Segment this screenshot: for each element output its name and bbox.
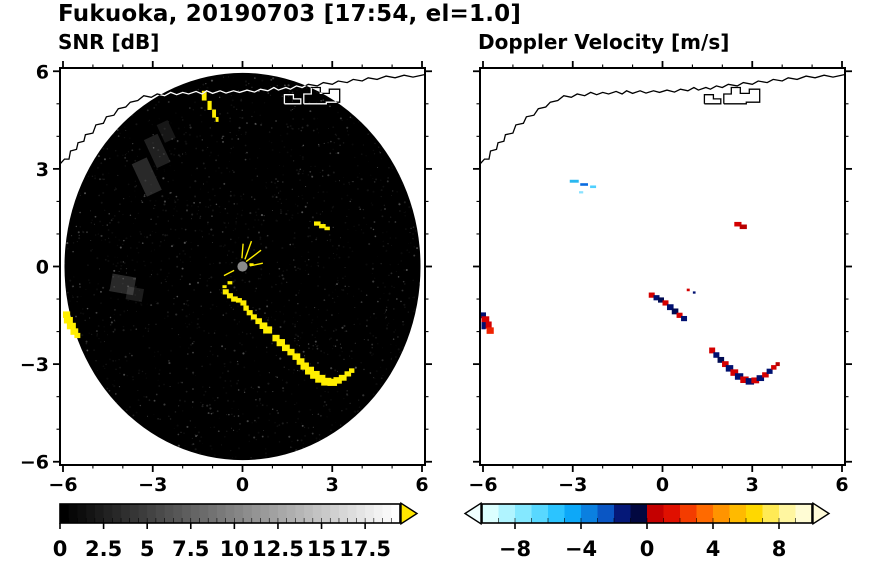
colorbar-tick-label: 2.5 (85, 537, 122, 561)
colorbar-arrow-left (463, 501, 482, 526)
radar-center-dot (237, 261, 248, 272)
colorbar-tick-label: 15 (307, 537, 336, 561)
x-tick-label: 6 (415, 474, 428, 496)
snr-colorbar: 0 2.5 5 7.5 10 12.5 15 17.5 (53, 501, 419, 561)
noise-speckle (63, 75, 421, 459)
y-tick-label: 6 (36, 61, 49, 83)
colorbar-tick-label: 17.5 (339, 537, 391, 561)
y-tick-label: 0 (36, 257, 49, 279)
echo-cells (480, 179, 780, 385)
colorbar-labels: 0 2.5 5 7.5 10 12.5 15 17.5 (53, 523, 391, 561)
clutter-patches (109, 120, 176, 302)
colorbar-segments (482, 504, 813, 523)
coastline (479, 73, 846, 165)
velocity-panel-title: Doppler Velocity [m/s] (478, 30, 730, 54)
colorbar-tick-label: 0 (53, 537, 68, 561)
x-tick-label: 6 (835, 474, 848, 496)
colorbar-tick-label: 5 (140, 537, 155, 561)
x-tick-label: 0 (656, 474, 669, 496)
colorbar-tick-label: 0 (640, 537, 655, 561)
colorbar-tick-label: −4 (565, 537, 597, 561)
x-tick-label: 0 (236, 474, 249, 496)
colorbar-segments (60, 504, 401, 523)
radial-spokes (223, 240, 263, 277)
plot-bg (480, 68, 845, 465)
segment-ticks (68, 518, 392, 523)
x-tick-label: −6 (48, 474, 77, 496)
axis-labels: −6 −3 0 3 6 −6 −3 0 3 6 (20, 61, 429, 496)
x-tick-label: 3 (326, 474, 339, 496)
colorbar-arrow-right (400, 501, 419, 526)
colorbar-frame (59, 503, 401, 524)
axis-labels: −6 −3 0 3 6 (468, 474, 848, 496)
velocity-colorbar: −8 −4 0 4 8 (463, 501, 831, 561)
colorbar-tick-label: 12.5 (252, 537, 304, 561)
snr-panel-title: SNR [dB] (58, 30, 160, 54)
x-tick-label: 3 (746, 474, 759, 496)
x-tick-label: −3 (558, 474, 587, 496)
snr-plot: −6 −3 0 3 6 −6 −3 0 3 6 (20, 61, 432, 496)
y-tick-label: −6 (20, 452, 49, 474)
colorbar-tick-label: 4 (706, 537, 721, 561)
colorbar-arrow-right (812, 501, 831, 526)
colorbar-tick-label: 8 (772, 537, 787, 561)
segment-ticks (498, 518, 796, 523)
colorbar-labels: −8 −4 0 4 8 (499, 523, 786, 561)
colorbar-tick-label: −8 (499, 537, 531, 561)
x-tick-label: −6 (468, 474, 497, 496)
axis-ticks (473, 61, 852, 472)
axis-ticks (53, 61, 432, 472)
figure-title: Fukuoka, 20190703 [17:54, el=1.0] (58, 1, 522, 27)
y-tick-label: −3 (20, 354, 49, 376)
y-tick-label: 3 (36, 159, 49, 181)
colorbar-tick-label: 7.5 (172, 537, 209, 561)
x-tick-label: −3 (138, 474, 167, 496)
colorbar-tick-label: 10 (220, 537, 249, 561)
velocity-plot: −6 −3 0 3 6 (468, 61, 852, 496)
echo-cells (62, 90, 355, 386)
